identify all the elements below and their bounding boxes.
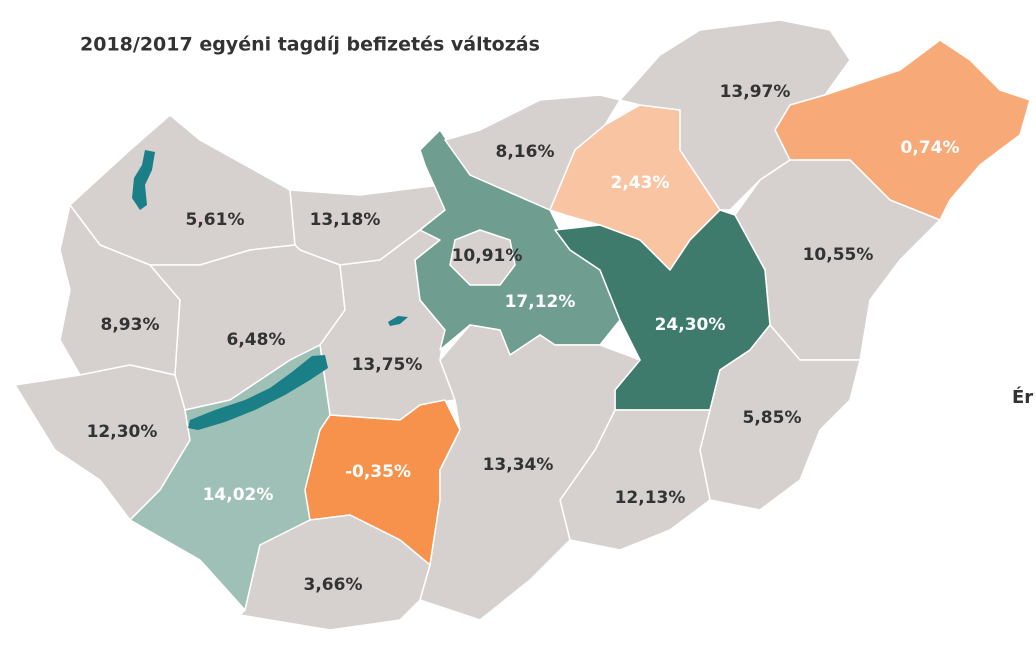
region: [449, 229, 516, 286]
region-label: 10,55%: [803, 245, 874, 265]
region: [239, 514, 431, 631]
region-label: 5,85%: [743, 408, 802, 428]
region: [69, 114, 296, 266]
region-label: 12,30%: [87, 422, 158, 442]
map-title: 2018/2017 egyéni tagdíj befizetés változ…: [80, 34, 540, 56]
region-label: 17,12%: [505, 292, 576, 312]
region: [774, 39, 1031, 221]
region: [419, 324, 641, 621]
region-label: 6,48%: [227, 330, 286, 350]
region-label: 2,43%: [611, 173, 670, 193]
region-label: 13,75%: [352, 355, 423, 375]
region-label: 14,02%: [203, 485, 274, 505]
region-label: 12,13%: [615, 488, 686, 508]
lake-velence: [388, 316, 408, 326]
region-label: 8,93%: [101, 315, 160, 335]
region-label: 10,91%: [452, 246, 523, 266]
lake-balaton: [188, 355, 328, 430]
region-label: 13,18%: [310, 210, 381, 230]
region-label: 8,16%: [496, 142, 555, 162]
region-label: 0,74%: [901, 138, 960, 158]
region-label: 5,61%: [186, 210, 245, 230]
regions: [14, 19, 1031, 631]
region-label: -0,35%: [345, 462, 411, 482]
labels: 5,61% 13,18% 8,93% 6,48% 12,30% 13,75% 14,02% -…: [87, 82, 960, 595]
legend-title: Ér: [1012, 386, 1033, 408]
region-label: 13,97%: [720, 82, 791, 102]
region-label: 3,66%: [304, 575, 363, 595]
region: [444, 94, 621, 211]
lake-ferto: [132, 150, 155, 210]
region-label: 13,34%: [483, 455, 554, 475]
region-label: 24,30%: [655, 315, 726, 335]
